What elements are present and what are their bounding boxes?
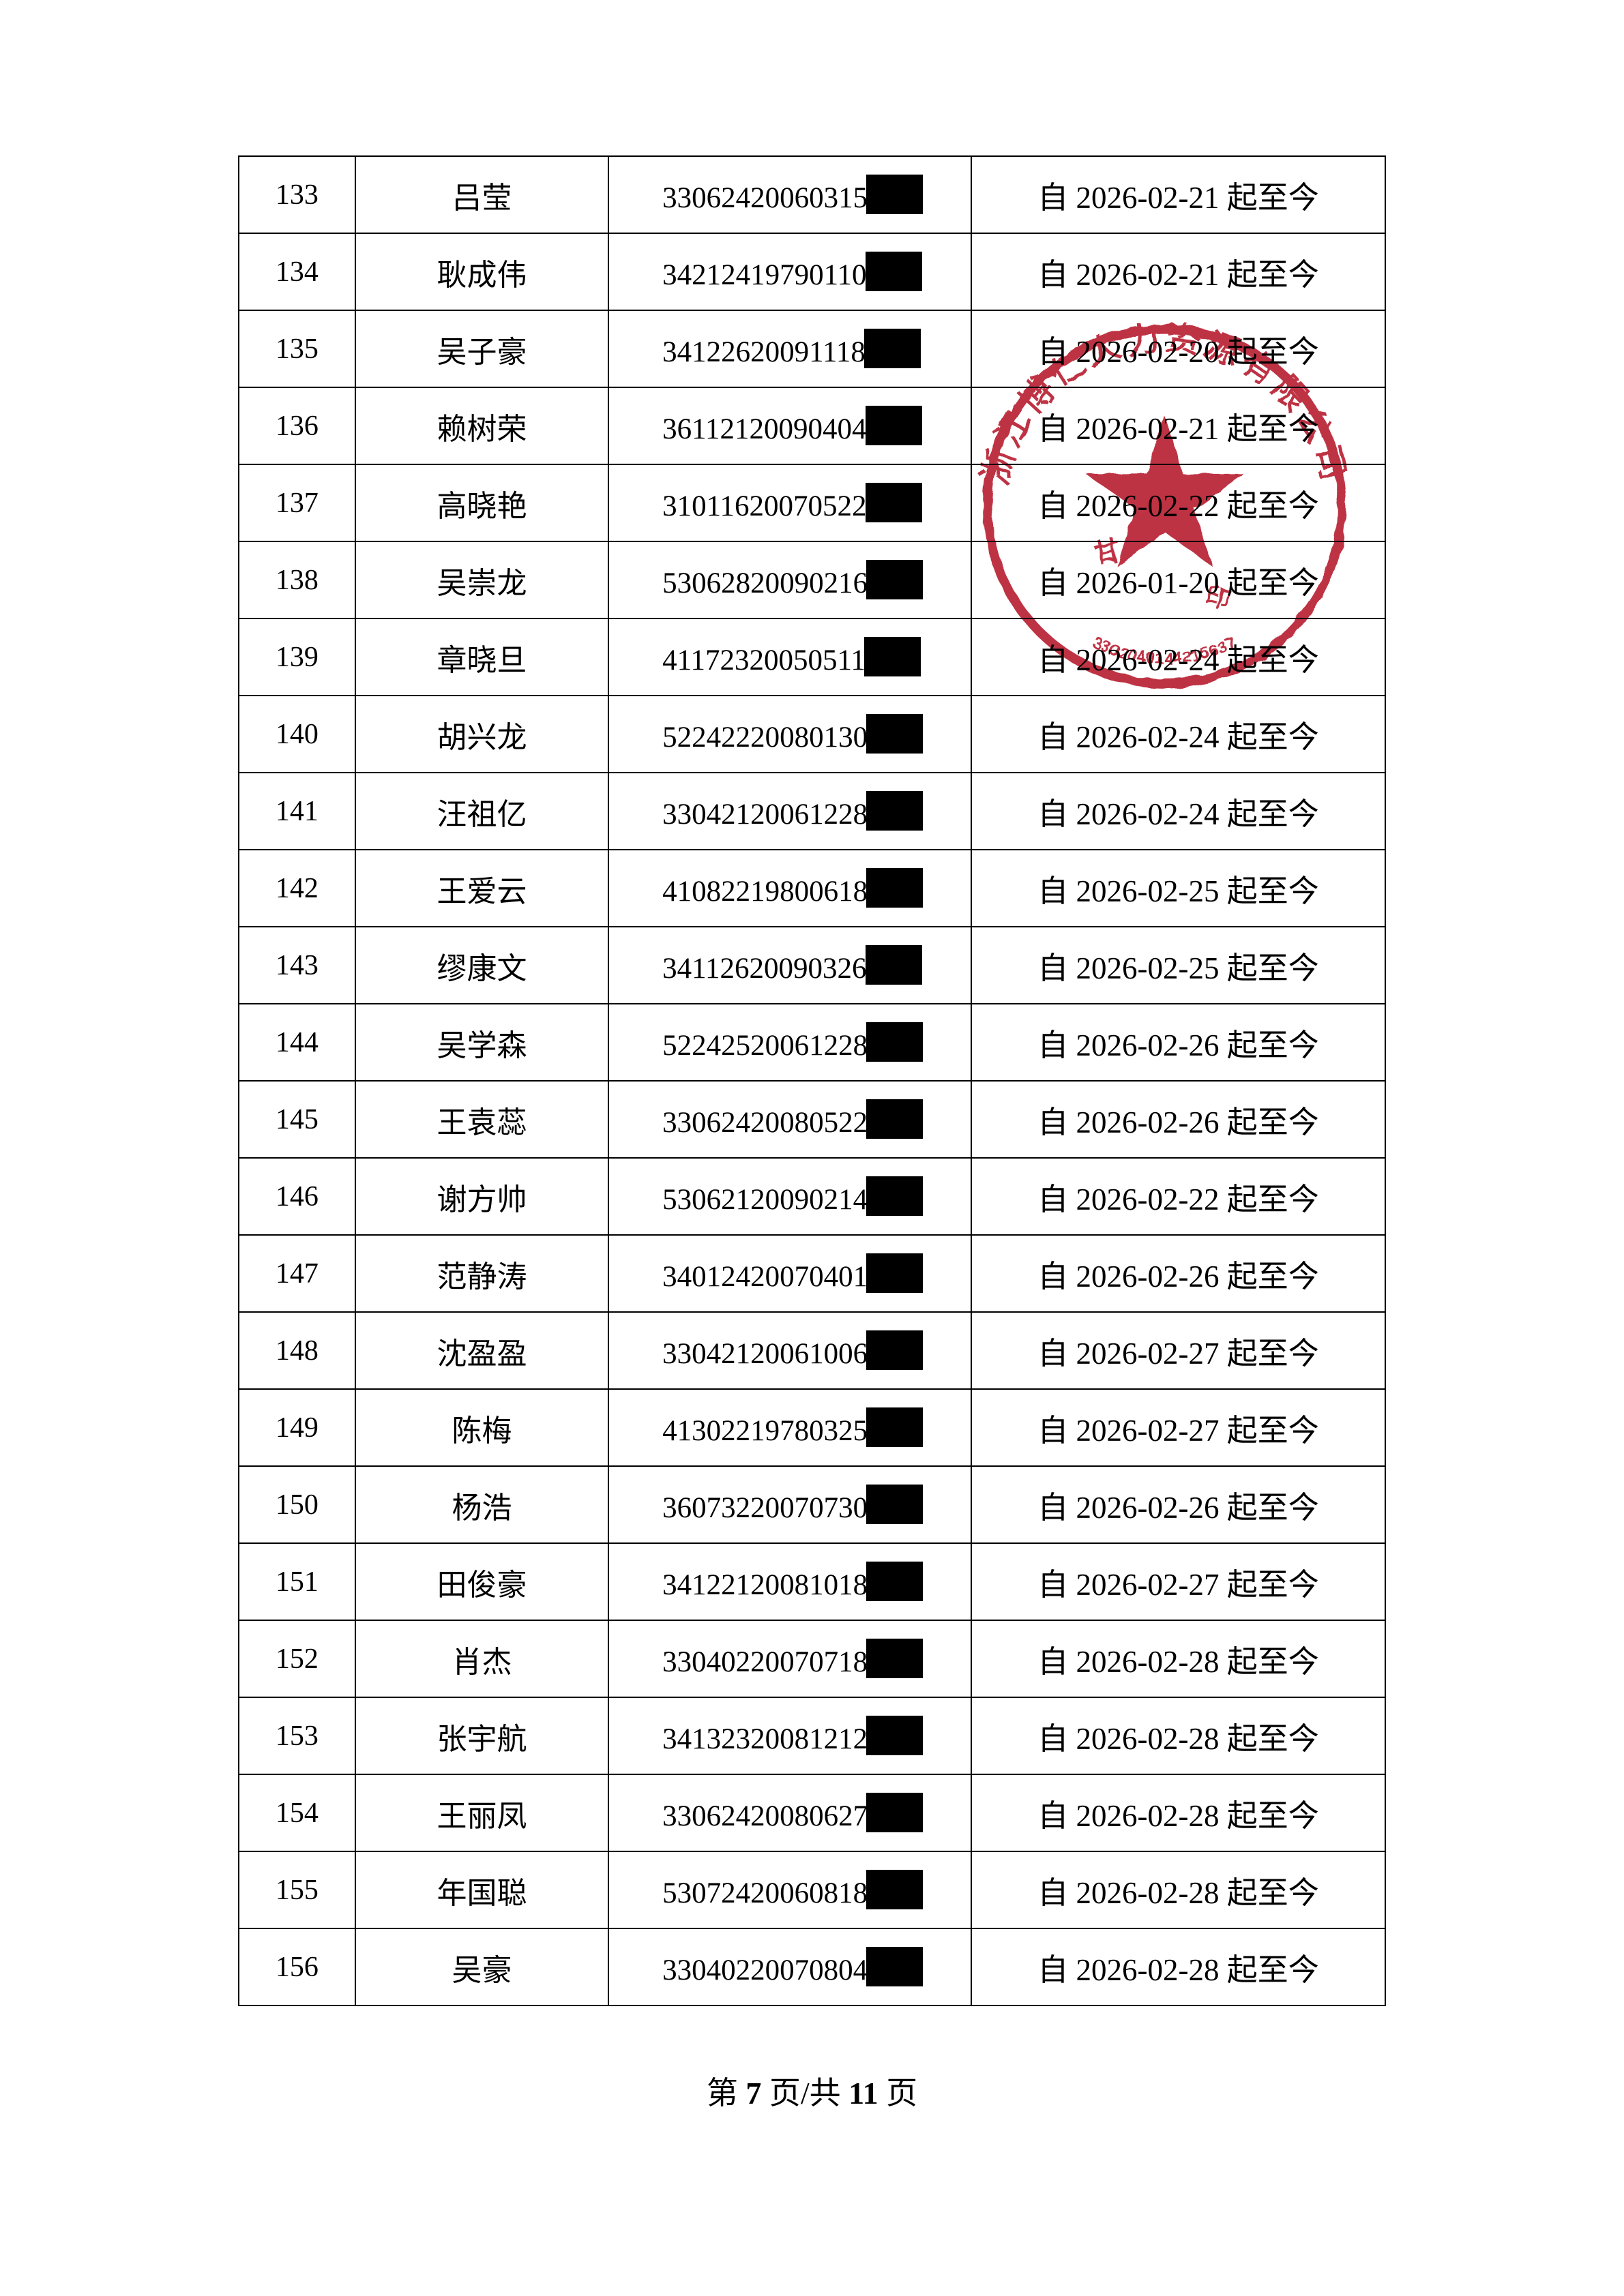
svg-text:印: 印 bbox=[1202, 582, 1233, 614]
svg-text:3302040144215637: 3302040144215637 bbox=[1091, 633, 1239, 668]
